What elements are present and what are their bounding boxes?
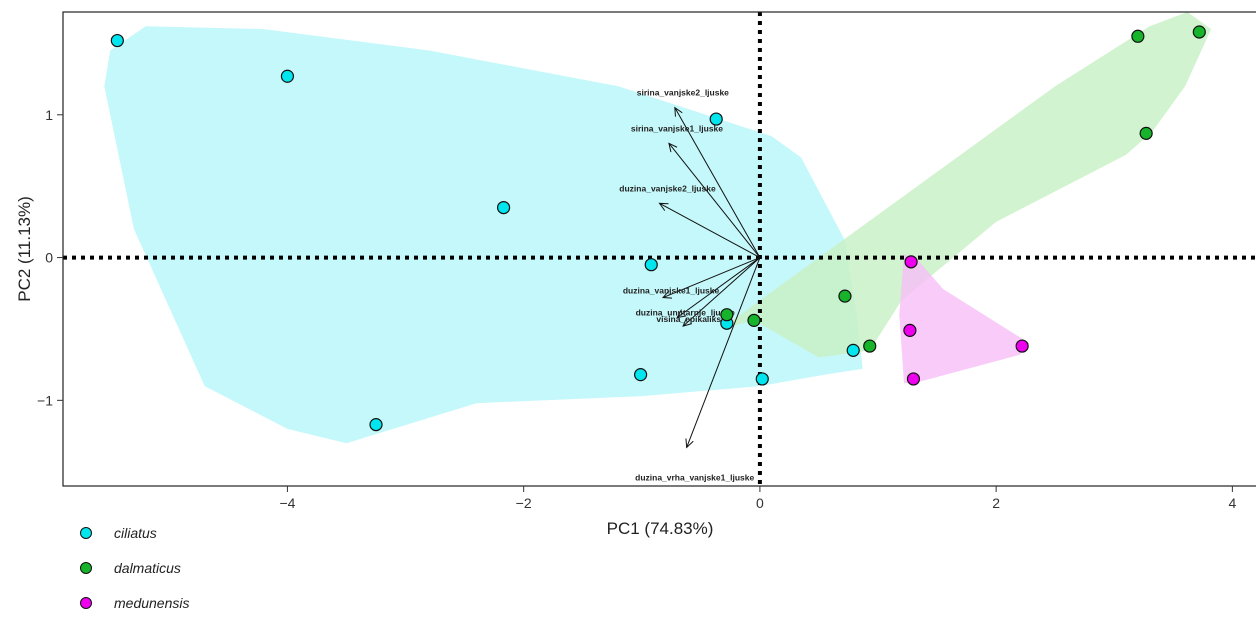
legend-swatch-dalmaticus	[80, 561, 92, 574]
loading-arrow-duzina_vanjske2_ljuske	[659, 202, 761, 259]
plot-frame	[62, 11, 1256, 487]
y-axis-title: PC2 (11.13%)	[15, 196, 34, 302]
loading-arrow-sirina_vanjske2_ljuske	[674, 107, 761, 258]
legend-swatch-ciliatus	[80, 526, 92, 539]
legend-label-medunensis: medunensis	[114, 594, 190, 611]
loading-label-duzina_vanjske2_ljuske: duzina_vanjske2_ljuske	[619, 183, 716, 193]
x-tick-label--4: −4	[279, 495, 295, 511]
loading-label-duzina_vanjske1_ljuske: duzina_vanjske1_ljuske	[623, 286, 720, 296]
loading-arrow-duzina_vrha_vanjske1_ljuske	[686, 257, 761, 448]
hull-ciliatus	[104, 26, 863, 444]
x-tick-label--2: −2	[516, 495, 532, 511]
legend-label-ciliatus: ciliatus	[114, 524, 157, 541]
loading-label-sirina_vanjske2_ljuske: sirina_vanjske2_ljuske	[637, 88, 729, 98]
loading-arrow-sirina_vanjske1_ljuske	[668, 143, 761, 258]
data-points	[110, 25, 1206, 432]
x-tick-label-2: 2	[992, 495, 1000, 511]
point-medunensis-2	[906, 372, 921, 386]
point-ciliatus-6	[369, 418, 383, 432]
legend-swatch-medunensis	[80, 596, 92, 609]
point-ciliatus-9	[846, 343, 860, 357]
loading-arrows: sirina_vanjske2_ljuske sirina_vanjske1_lj…	[619, 88, 761, 482]
hull-medunensis	[899, 254, 1030, 384]
loading-arrowhead-sirina_vanjske1_ljuske	[668, 142, 678, 153]
loading-label-sirina_vanjske1_ljuske: sirina_vanjske1_ljuske	[631, 123, 723, 133]
legend: ciliatus dalmaticus medunensis	[80, 515, 190, 620]
point-ciliatus-3	[709, 112, 723, 126]
point-ciliatus-4	[644, 258, 658, 272]
loading-label-duzina_unutarnje_ljuske: duzina_unutarnje_ljuske	[636, 308, 735, 318]
hull-dalmaticus	[720, 12, 1212, 358]
y-tick-label-0: 0	[45, 250, 53, 266]
legend-item-medunensis: medunensis	[80, 585, 190, 620]
point-ciliatus-2	[496, 200, 511, 215]
legend-item-ciliatus: ciliatus	[80, 515, 190, 550]
point-medunensis-3	[1015, 339, 1029, 353]
point-dalmaticus-2	[1139, 126, 1153, 140]
axis-ticks: −4 −2 0 2 4 −1 0 1	[37, 107, 1236, 511]
legend-item-dalmaticus: dalmaticus	[80, 550, 190, 585]
point-ciliatus-8	[755, 372, 769, 386]
point-dalmaticus-4	[863, 339, 877, 353]
x-tick-label-4: 4	[1228, 495, 1236, 511]
loading-arrowhead-duzina_vrha_vanjske1_ljuske	[685, 438, 694, 449]
x-axis-title: PC1 (74.83%)	[607, 519, 714, 538]
x-tick-label-0: 0	[756, 495, 764, 511]
point-medunensis-0	[904, 255, 918, 269]
y-tick-label--1: −1	[37, 392, 53, 408]
loading-arrowhead-duzina_unutarnje_ljuske	[676, 309, 687, 319]
loading-arrowhead-visina_epikalikse	[682, 317, 692, 327]
loading-label-duzina_vrha_vanjske1_ljuske: duzina_vrha_vanjske1_ljuske	[635, 472, 754, 482]
point-ciliatus-5	[634, 368, 648, 382]
point-dalmaticus-1	[1192, 25, 1206, 39]
point-dalmaticus-6	[747, 313, 761, 327]
loading-label-visina_epikalikse: visina_epikalikse	[656, 314, 726, 324]
loading-arrow-duzina_unutarnje_ljuske	[676, 257, 761, 318]
point-medunensis-1	[903, 323, 917, 337]
point-ciliatus-1	[280, 69, 295, 83]
y-tick-label-1: 1	[45, 107, 53, 123]
point-dalmaticus-5	[720, 308, 734, 322]
legend-label-dalmaticus: dalmaticus	[114, 559, 181, 576]
point-ciliatus-0	[110, 33, 124, 48]
loading-arrowhead-duzina_vanjske1_ljuske	[661, 290, 673, 299]
group-hulls	[104, 12, 1212, 444]
point-dalmaticus-3	[838, 289, 852, 303]
reference-lines	[63, 12, 1256, 486]
loading-arrowhead-duzina_vanjske2_ljuske	[658, 202, 669, 211]
loading-arrow-duzina_vanjske1_ljuske	[662, 257, 761, 299]
loading-arrowhead-sirina_vanjske2_ljuske	[674, 106, 683, 117]
point-dalmaticus-0	[1131, 29, 1145, 43]
loading-arrow-visina_epikalikse	[682, 257, 761, 327]
